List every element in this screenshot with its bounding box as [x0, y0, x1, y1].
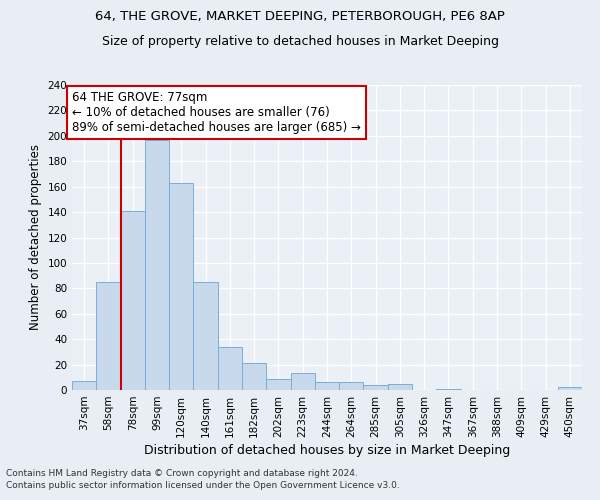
X-axis label: Distribution of detached houses by size in Market Deeping: Distribution of detached houses by size … [144, 444, 510, 457]
Text: Contains public sector information licensed under the Open Government Licence v3: Contains public sector information licen… [6, 481, 400, 490]
Bar [315, 382, 339, 390]
Bar [96, 282, 121, 390]
Bar [290, 374, 315, 390]
Bar [558, 388, 582, 390]
Text: Contains HM Land Registry data © Crown copyright and database right 2024.: Contains HM Land Registry data © Crown c… [6, 468, 358, 477]
Bar [388, 384, 412, 390]
Bar [145, 140, 169, 390]
Bar [242, 364, 266, 390]
Bar [72, 381, 96, 390]
Bar [266, 378, 290, 390]
Bar [121, 211, 145, 390]
Bar [339, 382, 364, 390]
Bar [169, 183, 193, 390]
Bar [218, 347, 242, 390]
Bar [364, 385, 388, 390]
Bar [193, 282, 218, 390]
Text: Size of property relative to detached houses in Market Deeping: Size of property relative to detached ho… [101, 35, 499, 48]
Bar [436, 388, 461, 390]
Text: 64 THE GROVE: 77sqm
← 10% of detached houses are smaller (76)
89% of semi-detach: 64 THE GROVE: 77sqm ← 10% of detached ho… [72, 91, 361, 134]
Text: 64, THE GROVE, MARKET DEEPING, PETERBOROUGH, PE6 8AP: 64, THE GROVE, MARKET DEEPING, PETERBORO… [95, 10, 505, 23]
Y-axis label: Number of detached properties: Number of detached properties [29, 144, 42, 330]
